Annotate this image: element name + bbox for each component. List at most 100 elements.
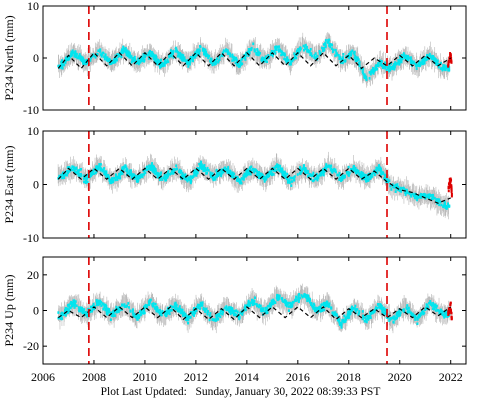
- data-point: [75, 52, 78, 56]
- data-point: [146, 53, 149, 57]
- data-point: [124, 47, 127, 50]
- data-point: [260, 307, 263, 311]
- data-point: [267, 172, 270, 176]
- data-point: [86, 314, 89, 318]
- data-point: [305, 45, 308, 49]
- y-axis-title: P234 North (mm): [2, 15, 16, 100]
- data-point: [383, 308, 386, 312]
- data-point: [283, 53, 286, 57]
- data-point: [282, 172, 285, 176]
- data-point: [164, 60, 167, 64]
- data-point: [74, 300, 77, 303]
- data-point: [203, 49, 206, 53]
- data-point: [186, 314, 189, 318]
- data-point: [382, 66, 385, 70]
- data-point: [444, 67, 447, 70]
- data-point: [184, 312, 187, 316]
- data-point: [309, 52, 312, 55]
- data-point: [355, 56, 358, 59]
- data-point: [222, 170, 225, 174]
- data-point: [363, 319, 366, 323]
- data-point: [154, 307, 157, 311]
- data-point: [283, 57, 286, 61]
- data-point: [409, 311, 412, 315]
- data-point: [89, 58, 92, 62]
- data-point: [163, 64, 166, 67]
- data-point: [225, 49, 228, 53]
- data-point: [366, 179, 369, 182]
- data-point: [393, 66, 396, 70]
- data-point: [415, 194, 418, 198]
- data-point: [330, 164, 333, 168]
- data-point: [261, 56, 264, 60]
- data-point: [416, 198, 419, 202]
- data-point: [94, 55, 97, 59]
- data-point: [397, 185, 400, 189]
- data-point: [143, 306, 146, 309]
- data-point: [244, 58, 247, 61]
- data-point: [147, 57, 150, 60]
- data-point: [402, 308, 405, 311]
- data-point: [85, 59, 88, 63]
- data-point: [408, 56, 411, 60]
- plot-area: [57, 131, 453, 238]
- data-point: [115, 58, 118, 62]
- data-point: [116, 175, 119, 179]
- data-point: [121, 167, 124, 170]
- data-point: [416, 322, 419, 326]
- data-point: [283, 170, 286, 174]
- data-point: [283, 174, 286, 178]
- data-point: [400, 187, 403, 190]
- data-point: [323, 308, 326, 312]
- data-point: [395, 313, 398, 317]
- data-point: [370, 310, 373, 314]
- data-point: [364, 316, 367, 319]
- data-point: [202, 167, 205, 171]
- data-point: [277, 165, 280, 169]
- data-point: [69, 302, 72, 305]
- data-point: [379, 170, 382, 173]
- data-point: [415, 64, 418, 68]
- data-point: [149, 168, 152, 171]
- data-point: [423, 311, 426, 315]
- data-point: [74, 53, 77, 56]
- data-point: [61, 171, 64, 175]
- data-point: [227, 52, 230, 56]
- data-point: [248, 166, 251, 169]
- data-point: [431, 55, 434, 59]
- data-point: [126, 168, 129, 171]
- data-point: [320, 169, 323, 173]
- data-point: [171, 169, 174, 172]
- data-point: [192, 174, 195, 177]
- data-point: [316, 54, 319, 58]
- data-point: [353, 167, 356, 171]
- data-point: [230, 172, 233, 176]
- data-point: [91, 170, 94, 174]
- data-point: [443, 64, 446, 67]
- data-point: [272, 168, 275, 172]
- data-point: [104, 173, 107, 177]
- data-point: [325, 163, 328, 166]
- data-point: [189, 60, 192, 63]
- data-point: [277, 297, 280, 301]
- data-point: [147, 51, 150, 55]
- data-point: [154, 302, 157, 306]
- data-point: [448, 69, 451, 72]
- data-point: [70, 302, 73, 306]
- data-point: [427, 194, 430, 197]
- data-point: [431, 197, 434, 201]
- data-point: [236, 311, 239, 314]
- data-point: [123, 47, 126, 51]
- data-point: [63, 312, 66, 316]
- data-point: [413, 196, 416, 200]
- data-point: [134, 315, 137, 319]
- data-point: [206, 166, 209, 170]
- data-point: [240, 58, 243, 61]
- data-point: [115, 57, 118, 61]
- data-point: [401, 308, 404, 312]
- data-point: [248, 52, 251, 56]
- data-point: [215, 175, 218, 178]
- data-point: [79, 174, 82, 177]
- data-point: [351, 49, 354, 53]
- data-point: [348, 56, 351, 60]
